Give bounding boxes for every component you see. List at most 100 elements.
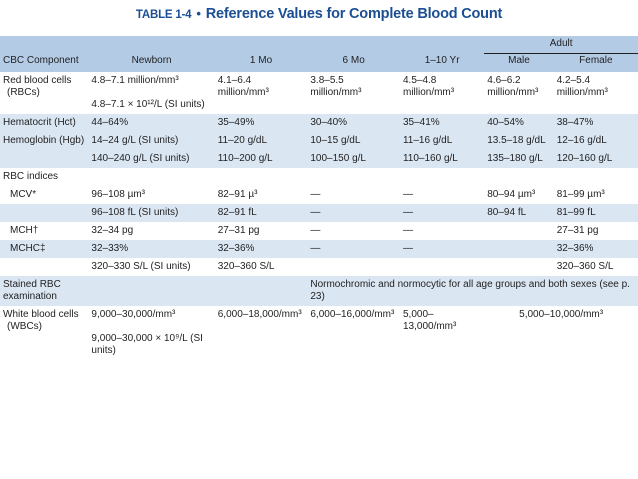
header-spacer bbox=[0, 36, 485, 54]
header-male: Male bbox=[484, 53, 554, 72]
cell-mcv-1mo: 82–91 µ³ bbox=[214, 186, 308, 204]
table-row: MCHC‡ 32–33% 32–36% — — 32–36% bbox=[0, 240, 638, 258]
header-6-mo: 6 Mo bbox=[307, 53, 400, 72]
table-row: White blood cells (WBCs) 9,000–30,000/mm³… bbox=[0, 306, 638, 360]
cell-mcv-si-1-10yr: — bbox=[399, 204, 485, 222]
table-row: Hemoglobin (Hgb) 14–24 g/L (SI units) 11… bbox=[0, 132, 638, 150]
row-label-wbc: White blood cells (WBCs) bbox=[0, 306, 89, 360]
cell-mch-male bbox=[484, 222, 554, 240]
row-label-mchc: MCHC‡ bbox=[0, 240, 89, 258]
cell-hgb-si-1mo: 110–200 g/L bbox=[214, 150, 308, 168]
cell-rbc-newborn: 4.8–7.1 million/mm³ 4.8–7.1 × 10¹²/L (SI … bbox=[88, 72, 215, 114]
cell-rbc-female: 4.2–5.4 million/mm³ bbox=[553, 72, 638, 114]
row-label-hgb-si bbox=[0, 150, 89, 168]
row-label-rbc: Red blood cells (RBCs) bbox=[0, 72, 89, 114]
table-row: MCH† 32–34 pg 27–31 pg — — 27–31 pg bbox=[0, 222, 638, 240]
table-row: Red blood cells (RBCs) 4.8–7.1 million/mm… bbox=[0, 72, 638, 114]
cell-mchc-male bbox=[484, 240, 554, 258]
cell-hgb-female: 12–16 g/dL bbox=[553, 132, 638, 150]
cell-hgb-si-1-10yr: 110–160 g/L bbox=[399, 150, 485, 168]
cell-hct-female: 38–47% bbox=[553, 114, 638, 132]
cell-stained-note: Normochromic and normocytic for all age … bbox=[307, 276, 638, 306]
cbc-reference-table: Adult CBC Component Newborn 1 Mo 6 Mo 1–… bbox=[0, 36, 638, 360]
row-label-stained-rbc: Stained RBC examination bbox=[0, 276, 89, 306]
cell-hct-newborn: 44–64% bbox=[88, 114, 215, 132]
cell-wbc-1mo: 6,000–18,000/mm³ bbox=[214, 306, 308, 360]
cell-hct-6mo: 30–40% bbox=[307, 114, 400, 132]
cell-mchc-6mo: — bbox=[307, 240, 400, 258]
cell-mch-6mo: — bbox=[307, 222, 400, 240]
cell-hgb-6mo: 10–15 g/dL bbox=[307, 132, 400, 150]
cell-stained-1mo bbox=[214, 276, 308, 306]
cell-rbc-male: 4.6–6.2 million/mm³ bbox=[484, 72, 554, 114]
cell-mcv-newborn: 96–108 µm³ bbox=[88, 186, 215, 204]
cell-mch-female: 27–31 pg bbox=[553, 222, 638, 240]
row-label-mchc-si bbox=[0, 258, 89, 276]
cell-mchc-1-10yr: — bbox=[399, 240, 485, 258]
cell-hgb-male: 13.5–18 g/dL bbox=[484, 132, 554, 150]
cell-mcv-6mo: — bbox=[307, 186, 400, 204]
cell-wbc-newborn: 9,000–30,000/mm³ 9,000–30,000 × 10⁹/L (SI… bbox=[88, 306, 215, 360]
cell-wbc-adult: 5,000–10,000/mm³ bbox=[484, 306, 638, 360]
cell-mchc-si-female: 320–360 S/L bbox=[553, 258, 638, 276]
cell-mcv-si-newborn: 96–108 fL (SI units) bbox=[88, 204, 215, 222]
cell-hgb-1-10yr: 11–16 g/dL bbox=[399, 132, 485, 150]
row-label-mch: MCH† bbox=[0, 222, 89, 240]
cell-mchc-1mo: 32–36% bbox=[214, 240, 308, 258]
title-separator: • bbox=[196, 6, 201, 21]
cell-hgb-1mo: 11–20 g/dL bbox=[214, 132, 308, 150]
cell-hgb-si-newborn: 140–240 g/L (SI units) bbox=[88, 150, 215, 168]
cell-hct-male: 40–54% bbox=[484, 114, 554, 132]
cell-hct-1-10yr: 35–41% bbox=[399, 114, 485, 132]
header-female: Female bbox=[553, 53, 638, 72]
cell-hgb-si-female: 120–160 g/L bbox=[553, 150, 638, 168]
cell-mcv-female: 81–99 µm³ bbox=[553, 186, 638, 204]
cell-stained-newborn bbox=[88, 276, 215, 306]
table-row: 140–240 g/L (SI units) 110–200 g/L 100–1… bbox=[0, 150, 638, 168]
header-row-columns: CBC Component Newborn 1 Mo 6 Mo 1–10 Yr … bbox=[0, 53, 638, 72]
table-row: 96–108 fL (SI units) 82–91 fL — — 80–94 … bbox=[0, 204, 638, 222]
cell-mchc-si-1-10yr bbox=[399, 258, 485, 276]
cell-mch-newborn: 32–34 pg bbox=[88, 222, 215, 240]
cell-mchc-female: 32–36% bbox=[553, 240, 638, 258]
cell-mch-1mo: 27–31 pg bbox=[214, 222, 308, 240]
cell-hgb-newborn: 14–24 g/L (SI units) bbox=[88, 132, 215, 150]
table-title: TABLE 1-4 • Reference Values for Complete … bbox=[0, 6, 638, 22]
cell-mchc-newborn: 32–33% bbox=[88, 240, 215, 258]
header-1-10-yr: 1–10 Yr bbox=[399, 53, 485, 72]
cell-wbc-1-10yr: 5,000–13,000/mm³ bbox=[399, 306, 485, 360]
cell-hct-1mo: 35–49% bbox=[214, 114, 308, 132]
table-number: TABLE 1-4 bbox=[135, 9, 192, 21]
row-label-mcv-si bbox=[0, 204, 89, 222]
header-newborn: Newborn bbox=[88, 53, 215, 72]
cell-mcv-1-10yr: — bbox=[399, 186, 485, 204]
cell-wbc-6mo: 6,000–16,000/mm³ bbox=[307, 306, 400, 360]
cell-mch-1-10yr: — bbox=[399, 222, 485, 240]
table-title-text: Reference Values for Complete Blood Coun… bbox=[205, 6, 503, 22]
cell-hgb-si-6mo: 100–150 g/L bbox=[307, 150, 400, 168]
cell-mchc-si-1mo: 320–360 S/L bbox=[214, 258, 308, 276]
cell-rbc-6mo: 3.8–5.5 million/mm³ bbox=[307, 72, 400, 114]
row-label-rbc-indices: RBC indices bbox=[0, 168, 638, 186]
row-label-hgb: Hemoglobin (Hgb) bbox=[0, 132, 89, 150]
row-label-hct: Hematocrit (Hct) bbox=[0, 114, 89, 132]
table-row: Stained RBC examination Normochromic and… bbox=[0, 276, 638, 306]
cell-mcv-si-male: 80–94 fL bbox=[484, 204, 554, 222]
table-row: RBC indices bbox=[0, 168, 638, 186]
cell-mcv-si-female: 81–99 fL bbox=[553, 204, 638, 222]
table-row: MCV* 96–108 µm³ 82–91 µ³ — — 80–94 µm³ 8… bbox=[0, 186, 638, 204]
cell-mchc-si-6mo bbox=[307, 258, 400, 276]
cell-mcv-si-6mo: — bbox=[307, 204, 400, 222]
header-1-mo: 1 Mo bbox=[214, 53, 308, 72]
row-label-mcv: MCV* bbox=[0, 186, 89, 204]
cell-rbc-1mo: 4.1–6.4 million/mm³ bbox=[214, 72, 308, 114]
cell-mchc-si-male bbox=[484, 258, 554, 276]
header-row-top: Adult bbox=[0, 36, 638, 54]
table-row: Hematocrit (Hct) 44–64% 35–49% 30–40% 35… bbox=[0, 114, 638, 132]
cell-mchc-si-newborn: 320–330 S/L (SI units) bbox=[88, 258, 215, 276]
cell-mcv-male: 80–94 µm³ bbox=[484, 186, 554, 204]
cell-hgb-si-male: 135–180 g/L bbox=[484, 150, 554, 168]
header-adult: Adult bbox=[484, 36, 638, 54]
header-cbc-component: CBC Component bbox=[0, 53, 89, 72]
cell-mcv-si-1mo: 82–91 fL bbox=[214, 204, 308, 222]
